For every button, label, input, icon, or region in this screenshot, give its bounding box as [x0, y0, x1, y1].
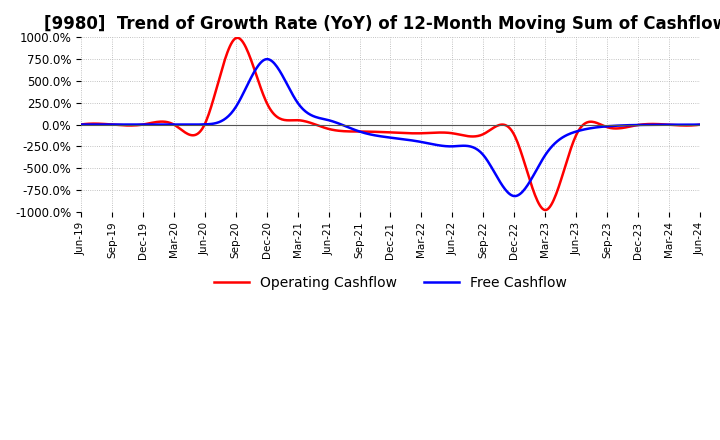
Title: [9980]  Trend of Growth Rate (YoY) of 12-Month Moving Sum of Cashflows: [9980] Trend of Growth Rate (YoY) of 12-… [43, 15, 720, 33]
Free Cashflow [376, 134, 384, 139]
Operating Cashflow [376, 129, 384, 135]
Free Cashflow [446, 144, 455, 149]
Free Cashflow [511, 194, 520, 199]
Operating Cashflow [446, 130, 455, 136]
Operating Cashflow [587, 119, 595, 125]
Free Cashflow [683, 122, 692, 127]
Free Cashflow [587, 125, 595, 131]
Operating Cashflow [233, 35, 242, 40]
Free Cashflow [263, 56, 271, 62]
Operating Cashflow [541, 207, 549, 213]
Line: Operating Cashflow: Operating Cashflow [81, 38, 700, 210]
Free Cashflow [413, 139, 421, 144]
Operating Cashflow [683, 123, 692, 128]
Line: Free Cashflow: Free Cashflow [81, 59, 700, 196]
Free Cashflow [372, 133, 381, 138]
Free Cashflow [696, 122, 704, 127]
Operating Cashflow [696, 122, 704, 127]
Operating Cashflow [76, 122, 85, 127]
Legend: Operating Cashflow, Free Cashflow: Operating Cashflow, Free Cashflow [208, 271, 572, 296]
Operating Cashflow [372, 129, 381, 135]
Free Cashflow [76, 122, 85, 127]
Operating Cashflow [413, 131, 421, 136]
